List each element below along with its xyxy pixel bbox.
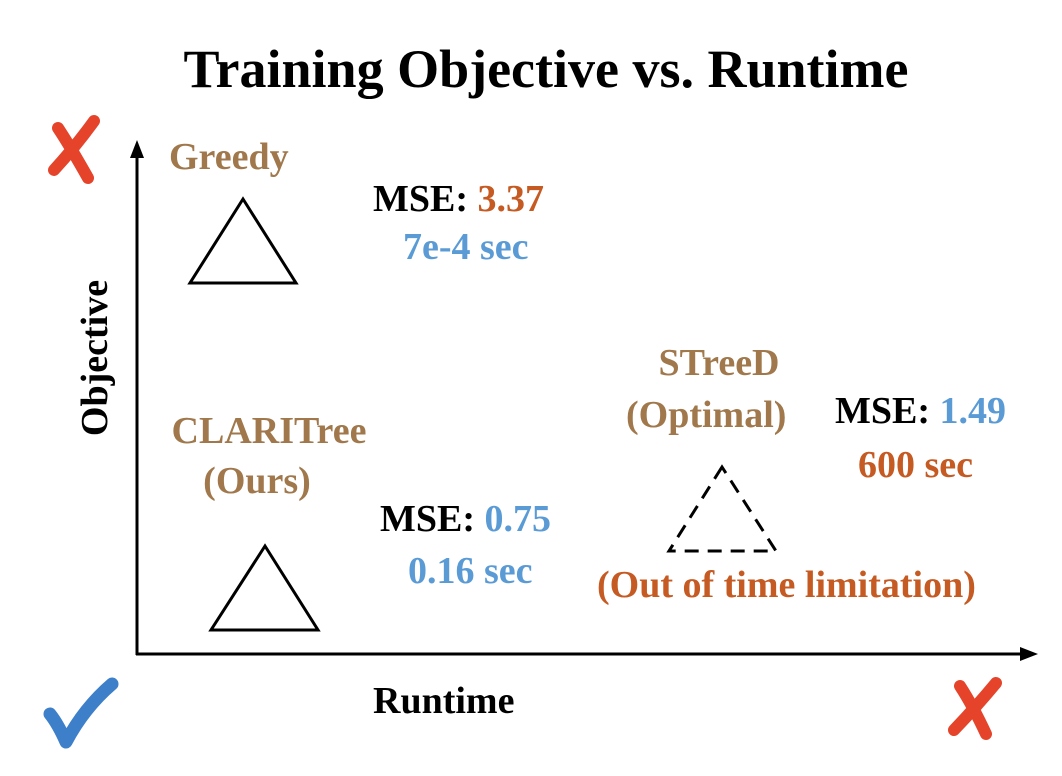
streed-mse-label: MSE: — [835, 390, 930, 432]
claritree-runtime: 0.16 sec — [408, 550, 533, 592]
streed-tag: (Optimal) — [626, 394, 787, 436]
greedy-triangle — [187, 196, 299, 285]
x-axis-label: Runtime — [373, 680, 515, 722]
diagram-title: Training Objective vs. Runtime — [183, 39, 909, 99]
greedy-mse-value: 3.37 — [477, 178, 545, 220]
red-cross-icon — [948, 677, 1002, 740]
streed-triangle-dashed — [666, 464, 779, 553]
streed-mse-line: MSE: 1.49 — [835, 392, 1006, 430]
streed-name: STreeD — [658, 342, 780, 384]
claritree-mse-label: MSE: — [380, 498, 475, 540]
streed-mse-value: 1.49 — [939, 390, 1007, 432]
claritree-triangle — [208, 543, 321, 632]
red-cross-icon — [48, 115, 100, 184]
greedy-runtime: 7e-4 sec — [403, 226, 529, 268]
streed-runtime: 600 sec — [858, 444, 974, 486]
claritree-mse-value: 0.75 — [484, 498, 552, 540]
claritree-name: CLARITree — [171, 410, 367, 452]
streed-note: (Out of time limitation) — [597, 564, 976, 606]
y-axis-arrowhead — [130, 140, 144, 158]
claritree-tag: (Ours) — [203, 460, 311, 502]
claritree-mse-line: MSE: 0.75 — [380, 500, 551, 538]
y-axis-label: Objective — [74, 279, 116, 437]
greedy-mse-label: MSE: — [373, 178, 468, 220]
x-axis-arrowhead — [1020, 647, 1038, 661]
greedy-mse-line: MSE: 3.37 — [373, 180, 544, 218]
blue-check-icon — [43, 677, 119, 749]
greedy-name: Greedy — [169, 136, 289, 178]
